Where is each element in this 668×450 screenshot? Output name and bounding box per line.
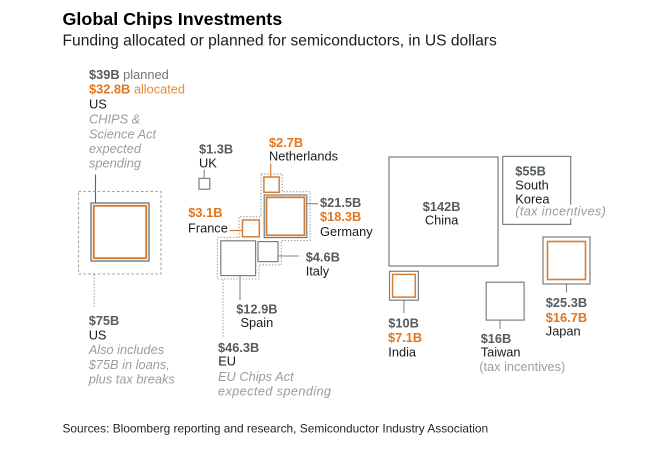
svg-text:EU Chips Act: EU Chips Act [218,369,294,384]
svg-text:South: South [515,178,548,193]
svg-text:Taiwan: Taiwan [481,345,521,360]
svg-text:US: US [89,97,107,112]
svg-text:EU: EU [218,354,236,369]
svg-text:$32.8B allocated: $32.8B allocated [89,82,185,97]
svg-text:Global Chips Investments: Global Chips Investments [63,9,283,29]
svg-text:(tax incentives): (tax incentives) [479,359,565,374]
svg-text:expected spending: expected spending [218,384,331,399]
svg-text:$75B in loans,: $75B in loans, [88,357,170,372]
svg-text:$46.3B: $46.3B [218,340,259,355]
svg-text:$2.7B: $2.7B [269,135,303,150]
svg-text:Germany: Germany [320,224,373,239]
svg-text:China: China [425,212,459,227]
svg-text:India: India [388,344,417,359]
svg-text:Korea: Korea [515,192,550,207]
svg-text:Also includes: Also includes [88,342,165,357]
svg-text:Netherlands: Netherlands [269,148,338,163]
svg-text:$3.1B: $3.1B [188,205,222,220]
svg-text:Funding allocated or planned f: Funding allocated or planned for semicon… [63,32,497,49]
svg-text:$16.7B: $16.7B [546,310,587,325]
svg-text:$16B: $16B [481,331,512,346]
svg-text:UK: UK [199,156,217,171]
svg-text:$1.3B: $1.3B [199,141,233,156]
svg-text:$4.6B: $4.6B [306,249,340,264]
svg-text:Science Act: Science Act [89,126,157,141]
svg-text:$12.9B: $12.9B [236,301,277,316]
svg-text:US: US [89,328,107,343]
svg-text:CHIPS &: CHIPS & [89,112,140,127]
svg-text:$21.5B: $21.5B [320,195,361,210]
svg-text:$18.3B: $18.3B [320,209,361,224]
svg-text:spending: spending [89,156,141,171]
svg-text:plus tax breaks: plus tax breaks [88,372,176,387]
svg-text:$39B planned: $39B planned [89,67,169,82]
svg-text:Italy: Italy [306,263,330,278]
svg-text:Japan: Japan [546,324,581,339]
svg-text:France: France [188,220,228,235]
svg-text:$75B: $75B [89,313,120,328]
svg-text:$142B: $142B [423,199,461,214]
svg-text:$10B: $10B [388,315,419,330]
svg-text:(tax incentives): (tax incentives) [515,204,606,219]
svg-text:expected: expected [89,141,142,156]
svg-text:$7.1B: $7.1B [388,330,422,345]
svg-text:$25.3B: $25.3B [546,295,587,310]
svg-text:Sources: Bloomberg reporting a: Sources: Bloomberg reporting and researc… [63,421,489,435]
svg-text:$55B: $55B [515,164,546,179]
svg-text:Spain: Spain [241,315,274,330]
